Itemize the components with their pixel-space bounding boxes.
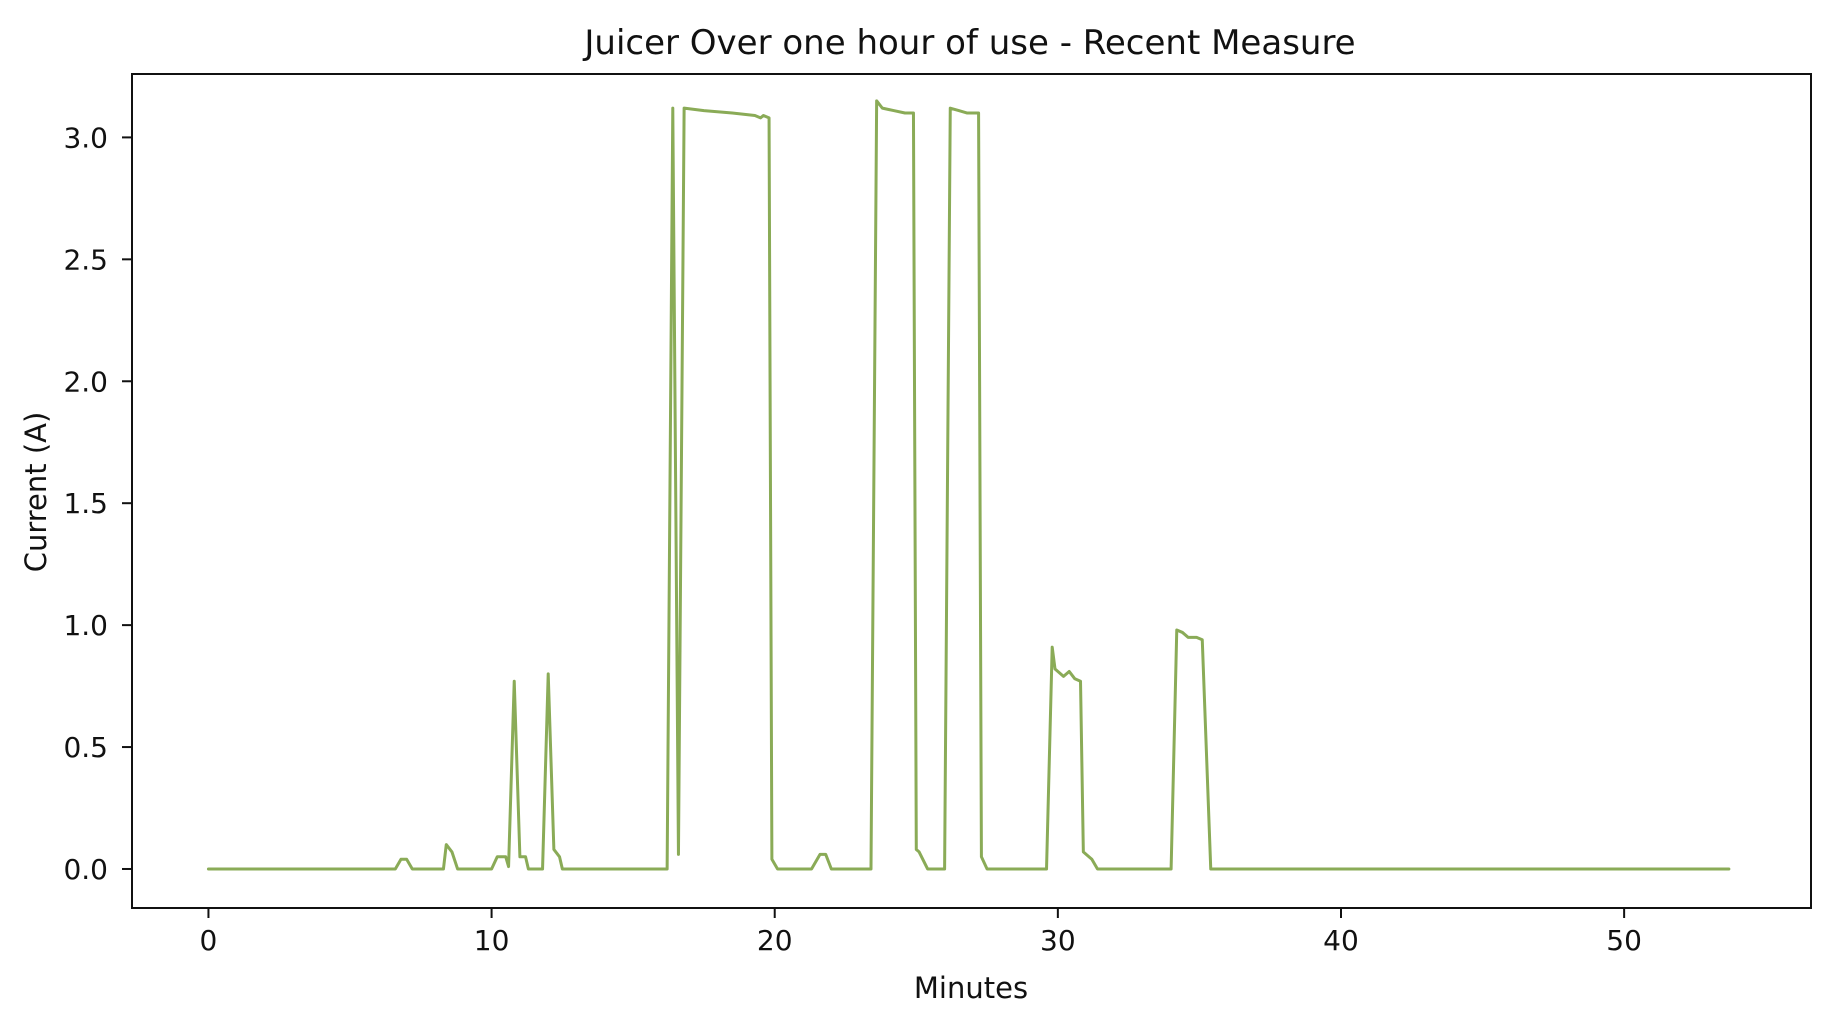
data-point — [980, 855, 983, 858]
data-point — [1082, 851, 1085, 853]
data-point — [824, 853, 827, 856]
data-point — [926, 868, 929, 870]
data-point — [519, 855, 521, 858]
data-point — [207, 868, 210, 870]
data-point — [558, 855, 561, 858]
data-point — [1068, 670, 1070, 673]
y-axis-label: Current (A) — [19, 412, 53, 573]
data-point — [759, 117, 762, 119]
data-point — [677, 853, 680, 856]
data-point — [892, 109, 895, 112]
data-point — [918, 851, 920, 853]
x-axis: 0 10 20 30 40 50 — [200, 908, 1642, 957]
data-point — [1175, 629, 1178, 631]
y-tick-label: 3.0 — [63, 121, 108, 154]
data-point — [881, 107, 884, 109]
data-point — [768, 117, 770, 119]
data-point — [986, 868, 988, 870]
data-point — [904, 112, 906, 114]
x-tick-label: 30 — [1040, 924, 1076, 957]
data-point — [445, 843, 448, 846]
data-point — [541, 868, 544, 870]
data-point — [496, 855, 499, 858]
plot-frame — [131, 73, 1812, 909]
data-point — [561, 868, 564, 870]
y-tick-label: 1.5 — [63, 487, 108, 520]
data-point — [966, 112, 969, 114]
data-point — [875, 100, 878, 102]
data-point — [527, 868, 530, 870]
chart-title: Juicer Over one hour of use - Recent Mea… — [582, 23, 1355, 63]
data-point — [666, 868, 668, 870]
data-point — [553, 848, 555, 851]
data-point — [957, 109, 960, 112]
data-point — [915, 848, 918, 851]
data-point — [870, 868, 872, 870]
data-point — [943, 868, 946, 870]
data-point — [683, 107, 685, 109]
data-point — [912, 112, 915, 114]
data-point — [754, 114, 756, 117]
data-point — [671, 107, 674, 109]
data-point — [1209, 868, 1212, 870]
data-point — [400, 858, 402, 861]
y-tick-label: 2.0 — [63, 365, 108, 398]
data-point — [490, 868, 493, 870]
data-point — [949, 107, 952, 109]
data-point — [731, 112, 734, 114]
data-point — [456, 868, 459, 870]
data-point — [1187, 636, 1189, 639]
data-point — [1181, 631, 1184, 634]
data-point — [504, 855, 507, 858]
data-point — [1045, 868, 1048, 870]
data-point — [1079, 680, 1082, 683]
data-point — [513, 680, 516, 683]
data-point — [1170, 868, 1172, 870]
data-point — [771, 858, 773, 861]
data-point — [1091, 858, 1093, 861]
data-point — [819, 853, 821, 856]
data-point — [1728, 868, 1730, 870]
x-tick-label: 10 — [474, 924, 510, 957]
data-point — [977, 112, 980, 114]
data-point — [451, 851, 453, 853]
y-axis: 0.0 0.5 1.0 1.5 2.0 2.5 3.0 — [63, 121, 132, 886]
x-tick-label: 40 — [1323, 924, 1359, 957]
y-tick-label: 0.0 — [63, 853, 108, 886]
data-point — [1051, 646, 1053, 648]
data-point — [703, 109, 705, 112]
data-point — [507, 865, 510, 868]
y-tick-label: 0.5 — [63, 731, 108, 764]
x-tick-label: 50 — [1606, 924, 1642, 957]
data-point — [1096, 868, 1099, 870]
data-point — [411, 868, 414, 870]
y-tick-label: 1.0 — [63, 609, 108, 642]
data-point — [762, 114, 765, 117]
data-point — [1062, 675, 1065, 678]
data-point — [1085, 853, 1087, 856]
data-point — [1074, 677, 1076, 680]
series-layer — [206, 99, 1731, 871]
x-axis-label: Minutes — [914, 971, 1028, 1005]
data-point — [1054, 668, 1056, 670]
data-point — [830, 868, 833, 870]
data-point — [405, 858, 408, 861]
data-point — [810, 868, 813, 870]
x-tick-label: 0 — [200, 924, 218, 957]
data-point — [442, 868, 445, 870]
y-tick-label: 2.5 — [63, 243, 108, 276]
data-point — [547, 673, 550, 675]
data-point — [394, 868, 397, 870]
x-tick-label: 20 — [757, 924, 793, 957]
data-point — [1195, 636, 1198, 639]
data-point — [524, 855, 527, 858]
data-point — [776, 868, 779, 870]
data-point — [1201, 638, 1204, 641]
